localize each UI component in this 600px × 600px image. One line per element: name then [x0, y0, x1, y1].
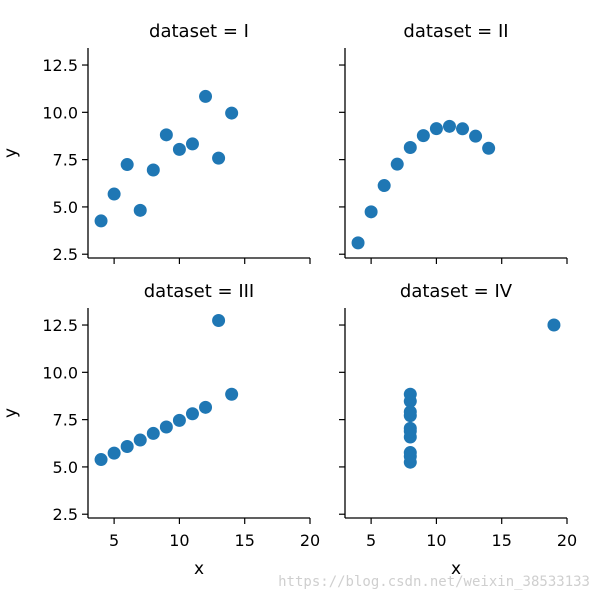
- y-tick-label: 12.5: [42, 316, 78, 335]
- data-point: [212, 313, 226, 327]
- y-axis-label: y: [1, 408, 21, 418]
- x-tick-label: 10: [169, 531, 189, 550]
- data-point: [120, 439, 134, 453]
- data-point: [107, 446, 121, 460]
- x-axis-label: x: [194, 559, 204, 579]
- x-tick-label: 15: [235, 531, 255, 550]
- data-point: [482, 141, 496, 155]
- x-tick-label: 15: [492, 531, 512, 550]
- data-point: [377, 179, 391, 193]
- data-point: [146, 163, 160, 177]
- y-tick-label: 10.0: [42, 363, 78, 382]
- data-point: [159, 420, 173, 434]
- panel-title: dataset = I: [149, 21, 249, 42]
- data-point: [547, 318, 561, 332]
- data-point: [364, 205, 378, 219]
- data-point: [456, 122, 470, 136]
- data-point: [403, 424, 417, 438]
- data-point: [185, 407, 199, 421]
- panel-2: dataset = II: [339, 21, 568, 264]
- data-point: [225, 387, 239, 401]
- data-point: [94, 214, 108, 228]
- data-point: [94, 453, 108, 467]
- x-tick-label: 20: [300, 531, 320, 550]
- data-point: [390, 157, 404, 171]
- data-point: [429, 122, 443, 136]
- panel-4: dataset = IV 5 10 15 20 x: [339, 281, 577, 579]
- panel-3: dataset = III 2.5 5.0 7.5 10.0 12.5 5 10 15 20 y x: [1, 281, 320, 579]
- y-axis-label: y: [1, 148, 21, 158]
- data-point: [442, 119, 456, 133]
- x-tick-label: 5: [366, 531, 376, 550]
- data-point: [225, 106, 239, 120]
- data-point: [120, 158, 134, 172]
- x-tick-label: 10: [426, 531, 446, 550]
- data-point: [185, 137, 199, 151]
- data-point: [107, 187, 121, 201]
- data-point: [403, 405, 417, 419]
- data-point: [403, 394, 417, 408]
- y-tick-label: 12.5: [42, 56, 78, 75]
- y-tick-label: 2.5: [53, 505, 78, 524]
- data-point: [469, 129, 483, 143]
- data-point: [172, 413, 186, 427]
- x-tick-label: 20: [557, 531, 577, 550]
- panel-title: dataset = II: [403, 21, 508, 42]
- x-tick-label: 5: [109, 531, 119, 550]
- x-axis-label: x: [451, 559, 461, 579]
- panel-title: dataset = III: [144, 281, 255, 302]
- data-point: [133, 203, 147, 217]
- data-point: [159, 128, 173, 142]
- watermark: https://blog.csdn.net/weixin_38533133: [278, 574, 590, 590]
- data-point: [403, 141, 417, 155]
- y-tick-label: 5.0: [53, 458, 78, 477]
- data-point: [133, 433, 147, 447]
- y-tick-label: 2.5: [53, 245, 78, 264]
- y-tick-label: 7.5: [53, 411, 78, 430]
- data-point: [146, 426, 160, 440]
- data-point: [172, 142, 186, 156]
- panel-title: dataset = IV: [400, 281, 513, 302]
- y-tick-label: 7.5: [53, 151, 78, 170]
- y-tick-label: 10.0: [42, 103, 78, 122]
- data-point: [403, 449, 417, 463]
- data-point: [199, 400, 213, 414]
- data-point: [199, 89, 213, 103]
- panel-1: dataset = I 2.5 5.0 7.5 10.0 12.5 y: [1, 21, 311, 264]
- data-point: [416, 129, 430, 143]
- data-point: [212, 151, 226, 165]
- data-point: [351, 236, 365, 250]
- y-tick-label: 5.0: [53, 198, 78, 217]
